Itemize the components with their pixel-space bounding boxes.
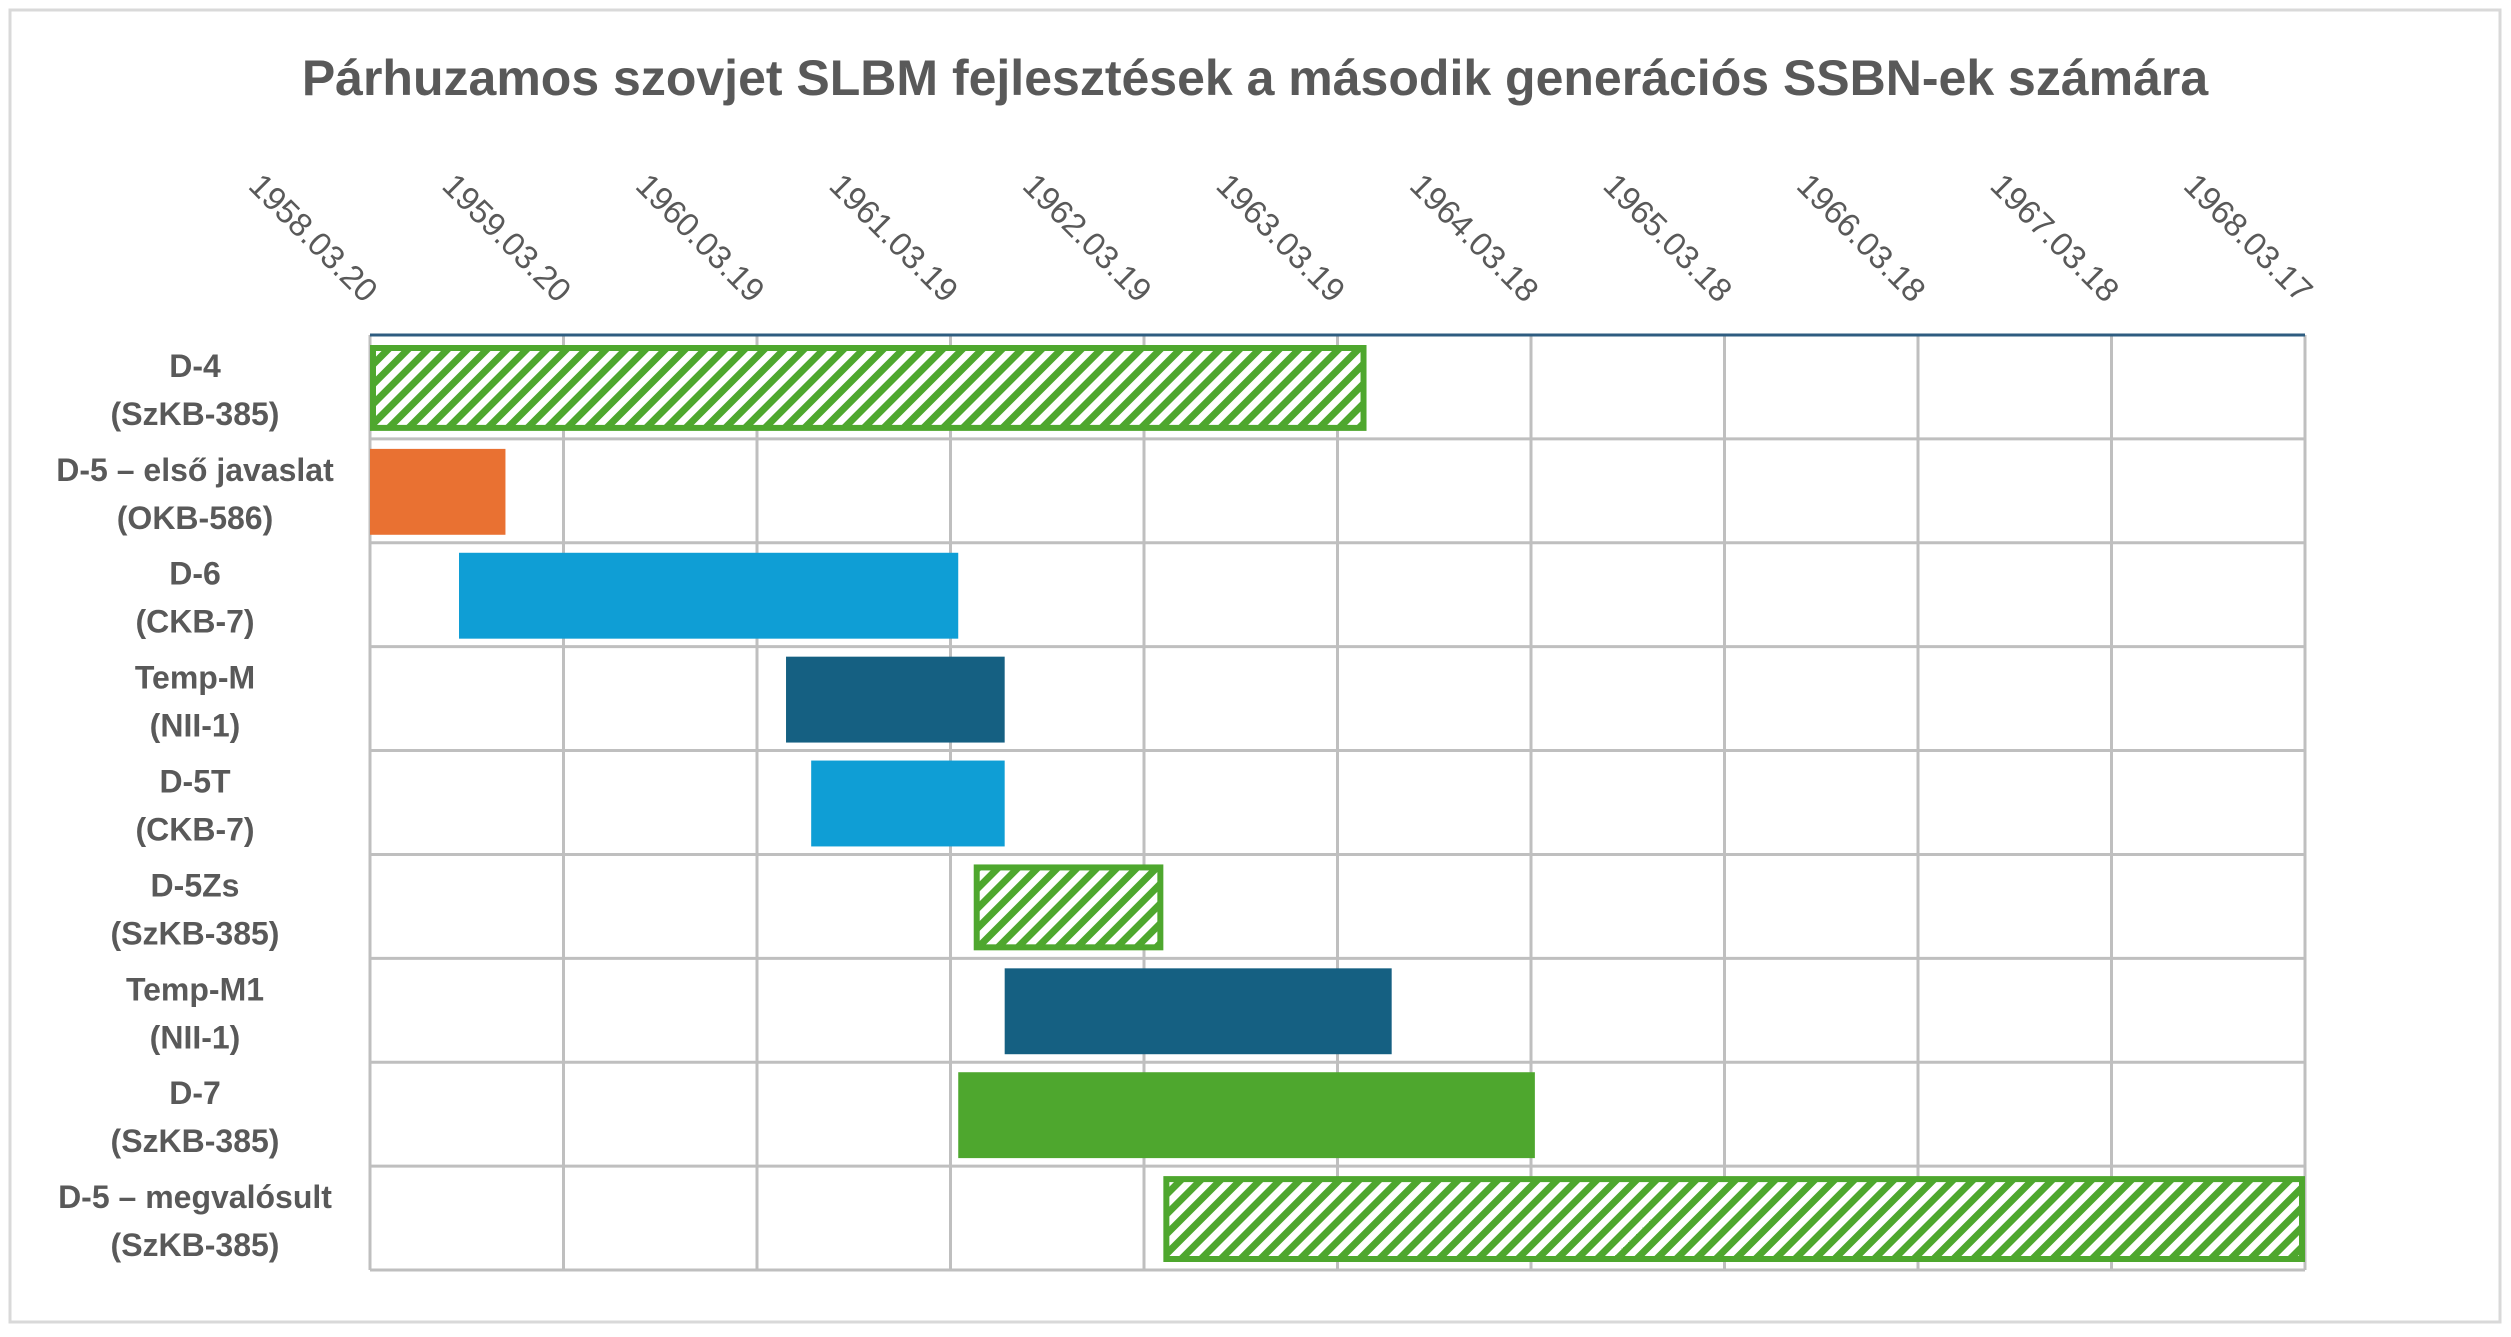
task-label-name: D-5 – első javaslat bbox=[56, 452, 334, 488]
task-label-org: (SzKB-385) bbox=[111, 1227, 280, 1263]
task-bar bbox=[1004, 968, 1392, 1055]
task-bar bbox=[811, 760, 1005, 847]
task-bar bbox=[958, 1072, 1535, 1159]
task-bar bbox=[370, 448, 506, 535]
task-bar bbox=[370, 345, 1367, 431]
task-label-name: Temp-M1 bbox=[126, 971, 264, 1007]
task-label-org: (CKB-7) bbox=[135, 604, 254, 640]
task-label-name: D-6 bbox=[169, 556, 221, 592]
task-bar bbox=[973, 864, 1164, 951]
task-label-org: (CKB-7) bbox=[135, 812, 254, 848]
task-bar bbox=[459, 552, 959, 639]
task-label-org: (NII-1) bbox=[150, 1019, 241, 1055]
task-label-org: (SzKB-385) bbox=[111, 1123, 280, 1159]
task-label-org: (SzKB-385) bbox=[111, 396, 280, 432]
task-label-name: D-5 – megvalósult bbox=[58, 1179, 332, 1215]
chart-title: Párhuzamos szovjet SLBM fejlesztések a m… bbox=[302, 50, 2210, 106]
task-bar bbox=[786, 656, 1005, 743]
task-label-name: D-5T bbox=[159, 764, 231, 800]
task-label-org: (NII-1) bbox=[150, 708, 241, 744]
task-label-org: (OKB-586) bbox=[117, 500, 273, 536]
task-bar bbox=[1163, 1176, 2305, 1262]
task-label-name: D-5Zs bbox=[151, 867, 240, 903]
task-label-org: (SzKB-385) bbox=[111, 915, 280, 951]
task-label-name: Temp-M bbox=[135, 660, 255, 696]
task-labels: D-4 (SzKB-385) D-5 – első javaslat (OKB-586… bbox=[56, 348, 334, 1263]
task-bars bbox=[370, 345, 2305, 1262]
task-label-name: D-7 bbox=[169, 1075, 221, 1111]
task-label-name: D-4 bbox=[169, 348, 221, 384]
